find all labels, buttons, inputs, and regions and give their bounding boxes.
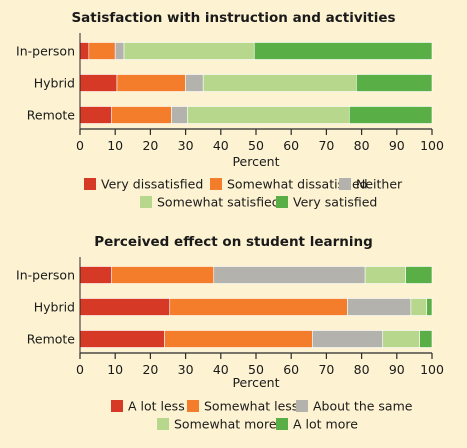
- x-tick-label: 40: [213, 362, 229, 377]
- legend-swatch-a-lot-less: [111, 400, 123, 412]
- x-tick-label: 60: [283, 138, 299, 153]
- x-tick-label: 100: [420, 138, 444, 153]
- x-tick-label: 20: [142, 362, 158, 377]
- bar-hybrid-somewhat-more: [410, 298, 428, 316]
- bar-remote-about-the-same: [312, 330, 384, 348]
- legend-label-somewhat-dissatisfied: Somewhat dissatisfied: [227, 177, 368, 192]
- bar-in-person-very-dissatisfied: [79, 42, 90, 60]
- legend-label-somewhat-less: Somewhat less: [204, 399, 298, 414]
- bar-remote-somewhat-satisfied: [187, 106, 350, 124]
- bar-remote-somewhat-less: [164, 330, 313, 348]
- bar-in-person-neither: [114, 42, 125, 60]
- legend-swatch-somewhat-more: [157, 418, 169, 430]
- x-axis-label: Percent: [232, 154, 279, 169]
- x-tick-label: 80: [354, 138, 370, 153]
- x-tick-label: 50: [248, 362, 264, 377]
- bar-in-person-somewhat-dissatisfied: [88, 42, 116, 60]
- bar-remote-somewhat-dissatisfied: [111, 106, 172, 124]
- bar-remote-very-satisfied: [348, 106, 433, 124]
- legend-label-a-lot-more: A lot more: [293, 417, 358, 432]
- x-tick-label: 90: [389, 138, 405, 153]
- legend-swatch-very-dissatisfied: [84, 178, 96, 190]
- x-tick-label: 60: [283, 362, 299, 377]
- x-tick-label: 10: [107, 138, 123, 153]
- legend-label-somewhat-more: Somewhat more: [174, 417, 277, 432]
- category-label-hybrid: Hybrid: [34, 300, 75, 315]
- bar-remote-a-lot-less: [79, 330, 165, 348]
- category-label-hybrid: Hybrid: [34, 76, 75, 91]
- category-label-in-person: In-person: [16, 268, 75, 283]
- legend-label-somewhat-satisfied: Somewhat satisfied: [157, 195, 280, 210]
- legend-label-very-dissatisfied: Very dissatisfied: [101, 177, 203, 192]
- bar-in-person-somewhat-less: [111, 266, 215, 284]
- category-label-remote: Remote: [27, 332, 76, 347]
- bar-hybrid-very-dissatisfied: [79, 74, 118, 92]
- legend-label-about-the-same: About the same: [313, 399, 413, 414]
- learning-effect-chart: Perceived effect on student learning In-p…: [16, 234, 444, 432]
- x-tick-label: 30: [178, 362, 194, 377]
- bar-hybrid-about-the-same: [347, 298, 412, 316]
- bar-in-person-somewhat-satisfied: [123, 42, 255, 60]
- bar-in-person-somewhat-more: [364, 266, 406, 284]
- legend-label-very-satisfied: Very satisfied: [293, 195, 377, 210]
- x-tick-label: 90: [389, 362, 405, 377]
- bar-hybrid-somewhat-satisfied: [202, 74, 357, 92]
- x-tick-label: 30: [178, 138, 194, 153]
- x-axis-label: Percent: [232, 375, 279, 390]
- x-tick-label: 100: [420, 362, 444, 377]
- legend-swatch-about-the-same: [296, 400, 308, 412]
- bar-hybrid-very-satisfied: [356, 74, 433, 92]
- bar-in-person-about-the-same: [213, 266, 366, 284]
- x-tick-label: 70: [318, 362, 334, 377]
- category-label-remote: Remote: [27, 108, 76, 123]
- bar-remote-a-lot-more: [419, 330, 433, 348]
- bar-remote-very-dissatisfied: [79, 106, 112, 124]
- x-tick-label: 70: [318, 138, 334, 153]
- legend-swatch-a-lot-more: [276, 418, 288, 430]
- bar-hybrid-a-lot-less: [79, 298, 171, 316]
- legend-swatch-neither: [339, 178, 351, 190]
- x-tick-label: 40: [213, 138, 229, 153]
- x-tick-label: 0: [76, 138, 84, 153]
- x-tick-label: 0: [76, 362, 84, 377]
- legend-label-a-lot-less: A lot less: [128, 399, 185, 414]
- bar-in-person-a-lot-less: [79, 266, 112, 284]
- chart-title: Satisfaction with instruction and activi…: [71, 10, 395, 26]
- bar-remote-neither: [171, 106, 188, 124]
- x-tick-label: 50: [248, 138, 264, 153]
- legend-swatch-somewhat-less: [187, 400, 199, 412]
- legend-swatch-very-satisfied: [276, 196, 288, 208]
- bar-remote-somewhat-more: [382, 330, 420, 348]
- legend-label-neither: Neither: [356, 177, 403, 192]
- bar-in-person-very-satisfied: [253, 42, 433, 60]
- legend-swatch-somewhat-dissatisfied: [210, 178, 222, 190]
- category-label-in-person: In-person: [16, 44, 75, 59]
- x-tick-label: 20: [142, 138, 158, 153]
- bar-hybrid-a-lot-more: [426, 298, 433, 316]
- satisfaction-chart: Satisfaction with instruction and activi…: [16, 10, 444, 210]
- x-tick-label: 10: [107, 362, 123, 377]
- x-tick-label: 80: [354, 362, 370, 377]
- bar-hybrid-neither: [185, 74, 204, 92]
- chart-title: Perceived effect on student learning: [94, 234, 373, 250]
- legend-swatch-somewhat-satisfied: [140, 196, 152, 208]
- bar-hybrid-somewhat-less: [169, 298, 348, 316]
- bar-in-person-a-lot-more: [405, 266, 433, 284]
- bar-hybrid-somewhat-dissatisfied: [116, 74, 186, 92]
